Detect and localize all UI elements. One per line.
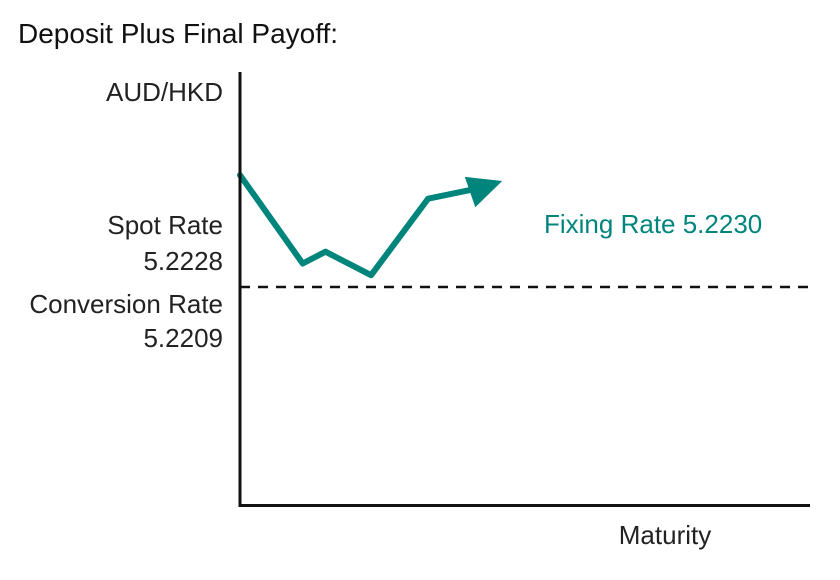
- spot-rate-value: 5.2228: [143, 246, 223, 276]
- y-axis-label: AUD/HKD: [106, 77, 223, 107]
- conversion-rate-label: Conversion Rate: [29, 289, 223, 319]
- spot-rate-label: Spot Rate: [107, 210, 223, 240]
- trend-arrowhead: [464, 176, 503, 208]
- conversion-rate-value: 5.2209: [143, 323, 223, 353]
- fixing-rate-label: Fixing Rate 5.2230: [544, 209, 762, 239]
- fx-rate-series-line: [237, 172, 489, 279]
- chart-title: Deposit Plus Final Payoff:: [18, 18, 339, 49]
- x-axis-label: Maturity: [619, 520, 711, 550]
